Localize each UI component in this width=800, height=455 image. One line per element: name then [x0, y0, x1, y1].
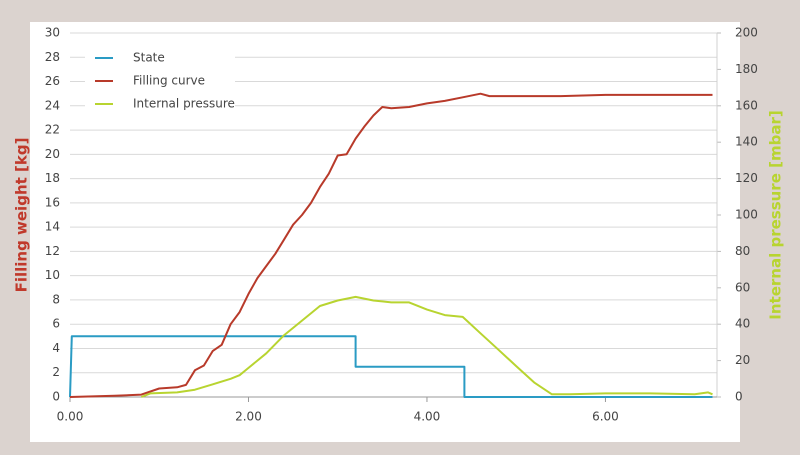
y-tick-label: 4	[52, 341, 60, 355]
y2-tick-label: 20	[735, 353, 750, 367]
legend-label: Filling curve	[133, 74, 205, 88]
y2-tick-label: 120	[735, 171, 758, 185]
y2-axis-title: Internal pressure [mbar]	[767, 110, 785, 319]
y-tick-label: 10	[45, 268, 60, 282]
y-tick-label: 16	[45, 195, 60, 209]
y-tick-label: 14	[45, 220, 60, 234]
legend-label: State	[133, 51, 165, 65]
legend-label: Internal pressure	[133, 97, 235, 111]
y-tick-label: 12	[45, 244, 60, 258]
y2-tick-label: 60	[735, 280, 750, 294]
y-tick-label: 22	[45, 123, 60, 137]
y2-tick-label: 200	[735, 26, 758, 40]
y2-tick-label: 100	[735, 208, 758, 222]
x-tick-label: 4.00	[414, 410, 441, 424]
x-tick-label: 2.00	[235, 410, 262, 424]
y2-tick-label: 180	[735, 62, 758, 76]
y2-tick-label: 0	[735, 390, 743, 404]
y-tick-label: 0	[52, 390, 60, 404]
series-line	[141, 295, 713, 398]
y-tick-label: 18	[45, 171, 60, 185]
y2-tick-label: 80	[735, 244, 750, 258]
y-tick-label: 2	[52, 365, 60, 379]
y-tick-label: 8	[52, 292, 60, 306]
series-line	[69, 92, 713, 398]
series-line	[69, 335, 713, 398]
y2-tick-label: 40	[735, 317, 750, 331]
y-tick-label: 20	[45, 147, 60, 161]
y-tick-label: 24	[45, 98, 60, 112]
y-tick-label: 26	[45, 74, 60, 88]
y-tick-label: 30	[45, 26, 60, 40]
x-tick-label: 6.00	[592, 410, 619, 424]
x-tick-label: 0.00	[57, 410, 84, 424]
y-tick-label: 6	[52, 317, 60, 331]
y-axis-title: Filling weight [kg]	[13, 138, 31, 293]
y2-tick-label: 140	[735, 135, 758, 149]
y2-tick-label: 160	[735, 98, 758, 112]
y-tick-label: 28	[45, 50, 60, 64]
